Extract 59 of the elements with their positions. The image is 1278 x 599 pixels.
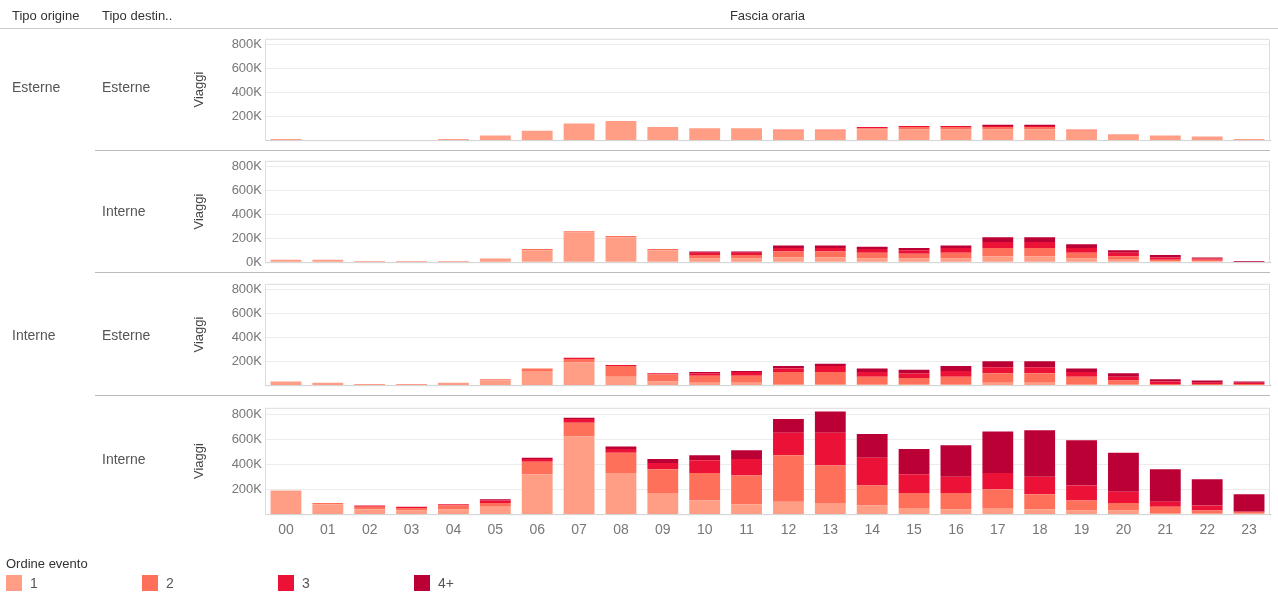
x-tick-label: 10 xyxy=(696,521,713,538)
x-axis-title: Fascia oraria xyxy=(728,8,807,23)
y-tick-label: 800K xyxy=(231,405,263,421)
x-tick-label: 05 xyxy=(487,521,504,538)
y-tick-label: 400K xyxy=(231,455,263,471)
x-tick-label: 21 xyxy=(1157,521,1174,538)
x-tick-label: 02 xyxy=(361,521,378,538)
y-tick-label: 400K xyxy=(231,206,263,222)
x-tick-label: 18 xyxy=(1031,521,1048,538)
x-tick-label: 00 xyxy=(278,521,294,538)
y-axis-title: Viaggi xyxy=(191,316,207,353)
y-tick-label: 800K xyxy=(231,281,263,297)
text: Tipo destin.. xyxy=(102,8,173,23)
x-tick-label: 16 xyxy=(948,521,964,538)
x-tick-label: 03 xyxy=(403,521,420,538)
y-tick-label: 200K xyxy=(231,107,263,123)
y-tick-label: 600K xyxy=(231,430,263,446)
y-tick-label: 200K xyxy=(231,352,263,368)
text: Interne xyxy=(102,451,146,467)
x-tick-label: 12 xyxy=(780,521,797,538)
text: Interne xyxy=(12,327,56,343)
text: Esterne xyxy=(102,79,151,95)
y-tick-label: 600K xyxy=(231,182,263,198)
x-tick-label: 11 xyxy=(739,521,755,538)
text: Tipo origine xyxy=(12,8,80,23)
x-tick-label: 13 xyxy=(822,521,839,538)
x-tick-label: 15 xyxy=(906,521,923,538)
x-tick-label: 01 xyxy=(320,521,336,538)
x-tick-label: 08 xyxy=(613,521,629,538)
y-tick-label: 200K xyxy=(231,480,263,496)
x-tick-label: 20 xyxy=(1115,521,1132,538)
y-tick-label: 600K xyxy=(231,60,263,76)
text: Esterne xyxy=(12,79,61,95)
y-axis-title: Viaggi xyxy=(191,442,207,479)
y-axis-title: Viaggi xyxy=(191,71,207,108)
x-tick-label: 09 xyxy=(655,521,671,538)
x-tick-label: 04 xyxy=(445,521,462,538)
legend-label: 4+ xyxy=(438,575,454,591)
legend-label: 2 xyxy=(166,575,174,591)
legend-label: 3 xyxy=(302,575,310,591)
y-tick-label: 0K xyxy=(246,253,263,269)
y-axis-title: Viaggi xyxy=(191,193,207,230)
x-tick-label: 22 xyxy=(1199,521,1216,538)
x-tick-label: 19 xyxy=(1073,521,1090,538)
legend-title: Ordine evento xyxy=(6,556,89,571)
text: Esterne xyxy=(102,327,151,343)
x-tick-label: 17 xyxy=(990,521,1006,538)
y-tick-label: 200K xyxy=(231,229,263,245)
x-tick-label: 07 xyxy=(571,521,588,538)
y-tick-label: 400K xyxy=(231,84,263,100)
y-tick-label: 800K xyxy=(231,158,263,174)
x-tick-label: 06 xyxy=(529,521,546,538)
x-tick-label: 14 xyxy=(864,521,881,538)
y-tick-label: 400K xyxy=(231,329,263,345)
x-tick-label: 23 xyxy=(1241,521,1258,538)
legend-label: 1 xyxy=(30,575,38,591)
y-tick-label: 800K xyxy=(231,36,263,52)
text: Interne xyxy=(102,203,146,219)
y-tick-label: 600K xyxy=(231,305,263,321)
